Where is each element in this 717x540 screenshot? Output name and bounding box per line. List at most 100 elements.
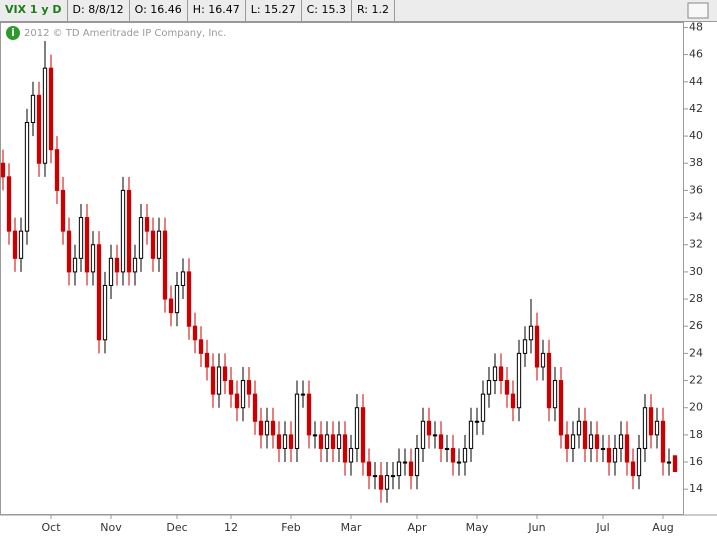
candle-body [390,475,396,478]
candle-body [642,407,648,449]
candle-body [600,447,606,450]
candle-body [540,352,546,368]
candle-body [408,461,414,477]
x-tick-label: Mar [341,521,362,534]
candle-body [228,380,234,395]
x-tick-label: Jul [595,521,609,534]
candle-body [312,434,318,437]
candle-body [264,420,270,436]
candle-body [372,475,378,478]
candle-body [624,434,630,463]
candle-body [396,461,402,477]
candle-body [450,447,456,463]
candle-body [318,434,324,449]
candle-body [138,217,144,259]
symbol[interactable]: VIX 1 y D [0,0,68,21]
candle-body [348,447,354,463]
candle-body [156,230,162,259]
candle-body [108,257,114,286]
candle-body [30,94,36,124]
header-bar: VIX 1 y D D: 8/8/12 O: 16.46 H: 16.47 L:… [0,0,717,22]
candle-body [528,325,534,341]
y-tick-label: 22 [689,374,703,387]
candle-body [432,434,438,437]
candle-body [606,447,612,463]
candle-body [636,447,642,477]
candle-body [246,380,252,395]
info-icon[interactable] [6,26,20,40]
candle-body [594,434,600,449]
candle-body [354,407,360,449]
candle-body [516,352,522,409]
candle-body [144,217,150,232]
candle-body [582,420,588,449]
candle-body [504,380,510,395]
candle-body [552,380,558,409]
candle-body [456,461,462,464]
candle-body [522,339,528,354]
candle-body [492,366,498,382]
candle-body [216,366,222,395]
candle-body [588,434,594,449]
close: C: 15.3 [302,0,352,21]
candle-body [336,434,342,449]
plot-frame [0,22,684,515]
candle-body [330,434,336,449]
candle-body [168,298,174,314]
candle-body [534,325,540,368]
candle-body [12,230,18,259]
candle-body [78,217,84,259]
candle-body [378,475,384,490]
candle-body [96,244,102,341]
y-tick-label: 32 [689,238,703,251]
candle-body [360,407,366,463]
y-tick-label: 42 [689,102,703,115]
candle-body [174,284,180,314]
candle-body [54,149,60,191]
candle-body [612,447,618,463]
candle-body [180,271,186,286]
candle-body [462,447,468,463]
candle-body [102,284,108,341]
candle-body [6,176,12,232]
y-tick-label: 28 [689,292,703,305]
candle-body [630,461,636,477]
candle-body [510,393,516,409]
candle-body [126,189,132,273]
candle-body [468,420,474,449]
candle-body [42,67,48,164]
candle-body [342,434,348,463]
candle-body [276,434,282,449]
y-tick-label: 16 [689,455,703,468]
x-tick-label: 12 [224,521,238,534]
candle-body [186,271,192,327]
candle-body [648,407,654,436]
candle-body [666,461,672,464]
candle-body [564,434,570,449]
candle-body [486,380,492,395]
candle-body [444,447,450,450]
candle-body [474,420,480,423]
y-tick-label: 44 [689,75,703,88]
candle-body [480,393,486,422]
candle-body [558,380,564,436]
y-tick-label: 18 [689,428,703,441]
candle-body [570,434,576,449]
x-tick-label: Feb [281,521,300,534]
candle-body [114,257,120,273]
candle-body [576,420,582,436]
expand-button[interactable] [687,2,709,19]
x-tick-label: Aug [652,521,673,534]
candle-body [18,230,24,259]
candle-body [420,420,426,449]
candle-body [252,393,258,422]
candle-body [36,94,42,164]
y-tick-label: 38 [689,156,703,169]
x-tick-label: Jun [527,521,545,534]
candle-body [414,447,420,477]
candle-body [24,122,30,232]
x-tick-label: Oct [41,521,61,534]
candle-body [150,230,156,259]
candle-body [162,230,168,300]
